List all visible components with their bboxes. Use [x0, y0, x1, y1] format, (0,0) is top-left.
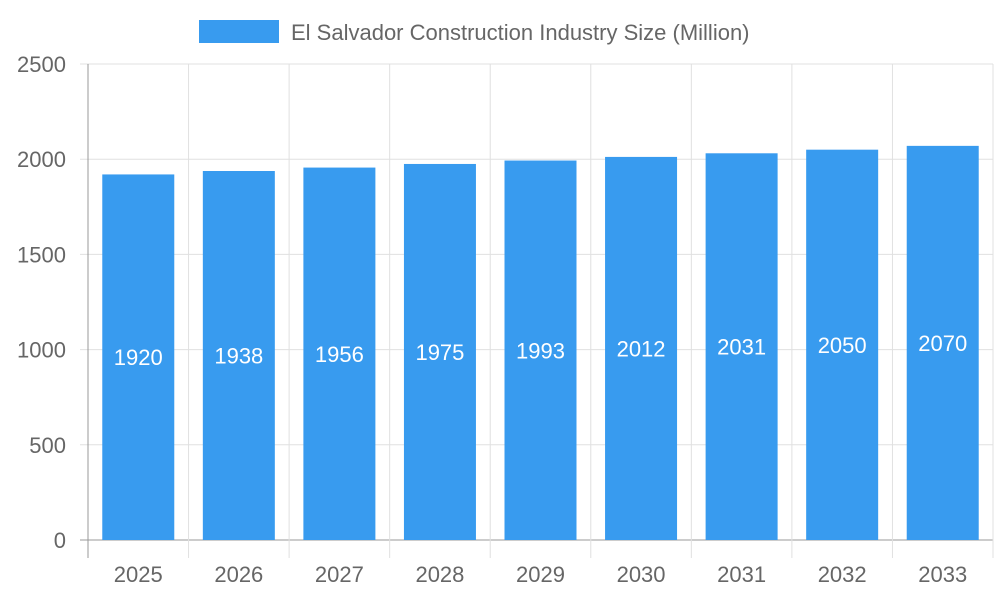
bar — [705, 153, 778, 540]
data-label: 1920 — [114, 345, 163, 370]
bar — [605, 156, 678, 540]
y-tick-label: 1000 — [17, 338, 66, 363]
x-tick-label: 2031 — [717, 562, 766, 587]
legend[interactable]: El Salvador Construction Industry Size (… — [199, 20, 750, 45]
x-tick-label: 2030 — [617, 562, 666, 587]
x-tick-label: 2029 — [516, 562, 565, 587]
legend-label: El Salvador Construction Industry Size (… — [291, 20, 750, 45]
data-label: 2050 — [818, 333, 867, 358]
bar — [202, 171, 275, 540]
bar — [504, 160, 577, 540]
bar — [906, 145, 979, 540]
data-label: 1993 — [516, 338, 565, 363]
x-tick-label: 2028 — [415, 562, 464, 587]
data-label: 1956 — [315, 342, 364, 367]
y-tick-label: 0 — [54, 528, 66, 553]
x-tick-label: 2027 — [315, 562, 364, 587]
y-tick-label: 500 — [29, 433, 66, 458]
legend-swatch — [199, 20, 279, 43]
data-label: 2070 — [918, 331, 967, 356]
x-axis: 2025 2026 2027 2028 2029 2030 2031 2032 2033 — [114, 562, 967, 587]
y-tick-label: 2500 — [17, 52, 66, 77]
bar — [806, 149, 879, 540]
x-tick-label: 2032 — [818, 562, 867, 587]
data-label: 2031 — [717, 335, 766, 360]
y-tick-label: 1500 — [17, 242, 66, 267]
gridlines — [80, 63, 994, 558]
data-label: 2012 — [617, 336, 666, 361]
bar — [403, 163, 476, 540]
bar — [102, 174, 175, 540]
x-tick-label: 2025 — [114, 562, 163, 587]
data-label: 1938 — [214, 344, 263, 369]
bars: 1920 1938 1956 1975 1993 2012 2031 2050 2070 — [102, 145, 979, 540]
y-tick-label: 2000 — [17, 147, 66, 172]
data-label: 1975 — [415, 340, 464, 365]
y-axis: 0 500 1000 1500 2000 2500 — [17, 52, 66, 553]
x-tick-label: 2026 — [214, 562, 263, 587]
x-tick-label: 2033 — [918, 562, 967, 587]
bar — [303, 167, 376, 540]
